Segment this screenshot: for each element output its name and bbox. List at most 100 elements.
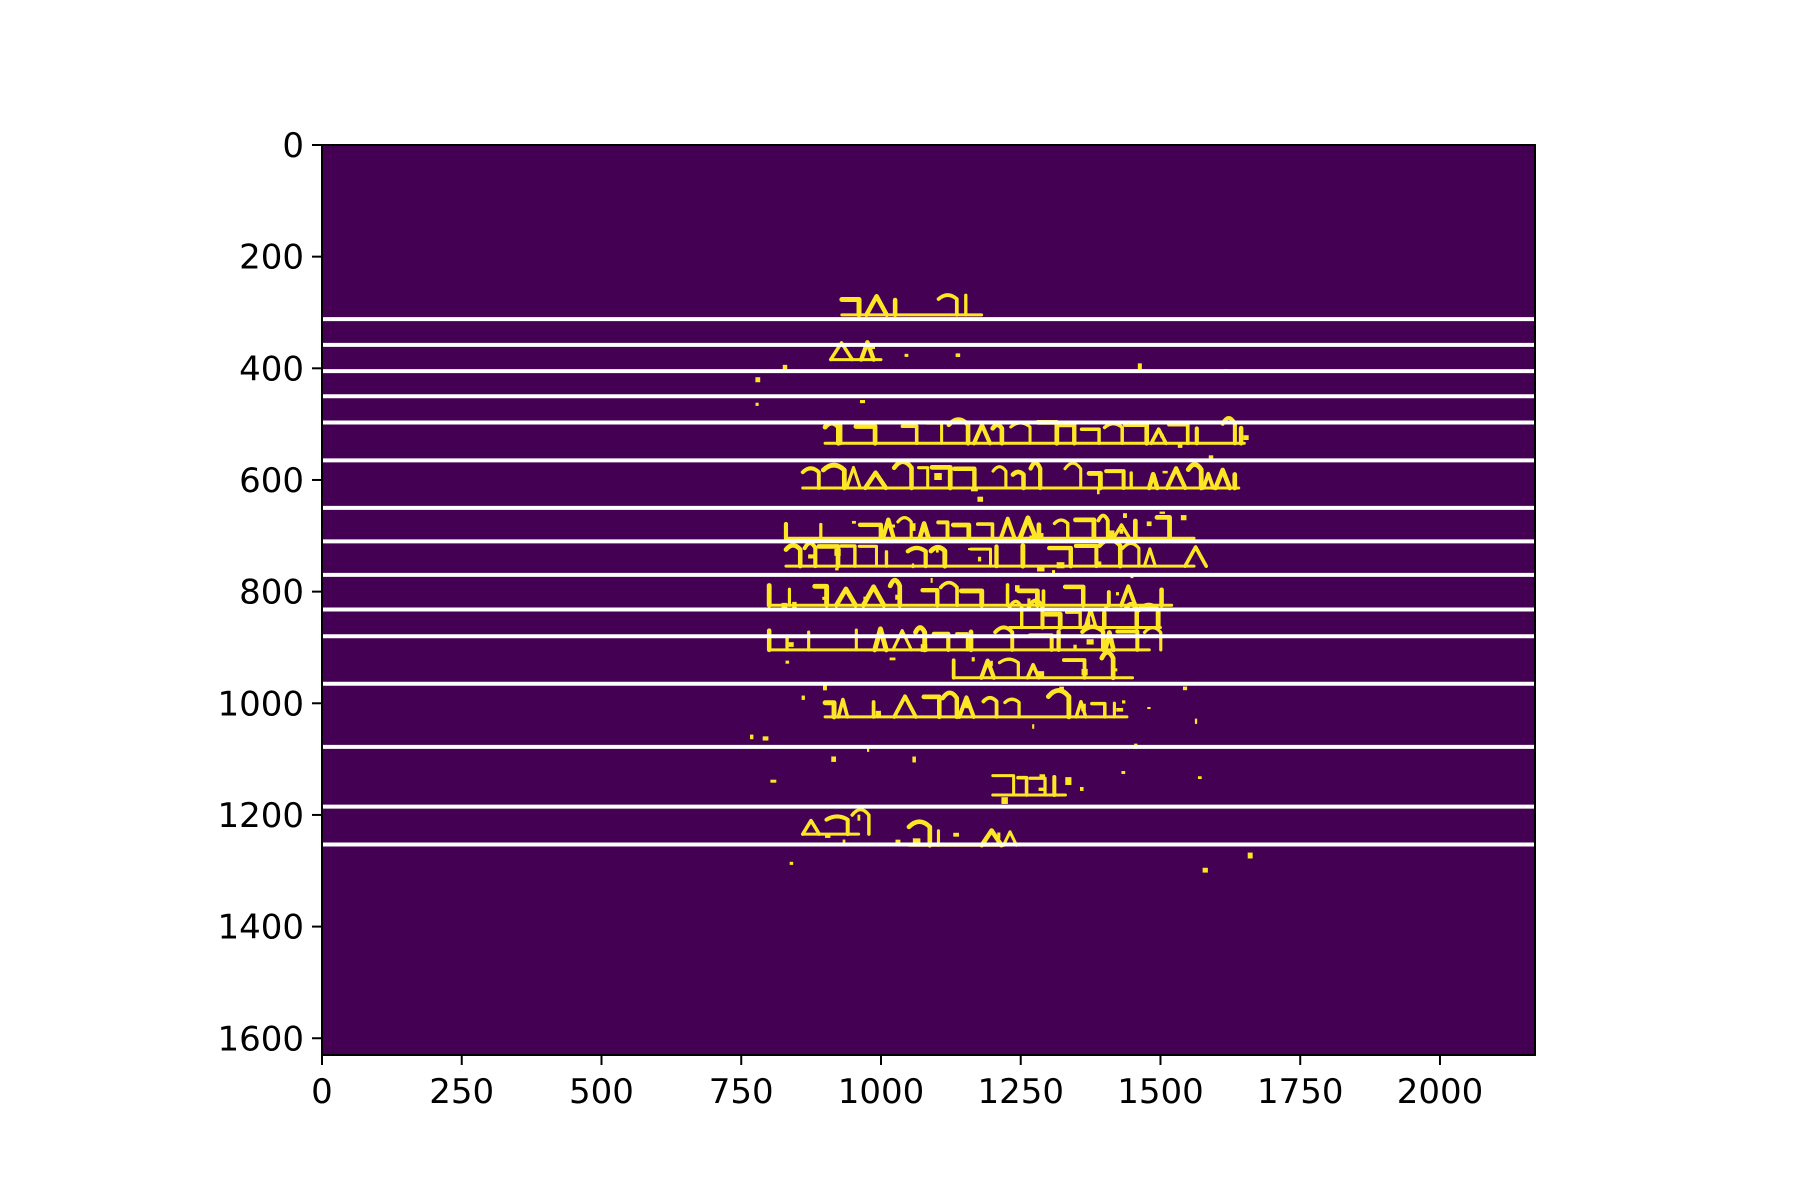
- ink-speck: [1177, 444, 1183, 448]
- ink-glyph: [1096, 513, 1110, 541]
- ink-speck: [834, 548, 841, 556]
- ink-glyph: [1102, 630, 1116, 653]
- x-tick-label: 0: [311, 1072, 333, 1112]
- ink-glyph: [1080, 624, 1106, 653]
- ink-glyph: [940, 690, 960, 720]
- ink-speck: [1197, 776, 1202, 780]
- ink-speck: [1096, 561, 1102, 567]
- ink-glyph: [955, 632, 969, 652]
- ink-glyph: [1099, 649, 1116, 681]
- ink-speck: [831, 756, 837, 762]
- ink-speck: [782, 364, 788, 370]
- y-tick-label: 1200: [217, 796, 304, 836]
- ink-speck: [990, 660, 993, 667]
- ink-glyph: [991, 774, 1016, 797]
- ink-glyph: [1167, 422, 1190, 446]
- ink-glyph: [1062, 584, 1086, 608]
- ink-speck: [930, 577, 933, 583]
- ink-speck: [977, 556, 982, 562]
- x-tick-label: 2000: [1397, 1072, 1484, 1112]
- ink-speck: [792, 601, 797, 609]
- ink-speck: [1202, 867, 1208, 873]
- ink-glyph: [820, 462, 847, 491]
- ink-speck: [1039, 774, 1046, 780]
- ink-speck: [1107, 530, 1115, 538]
- ink-glyph: [913, 625, 928, 653]
- ink-glyph: [1111, 523, 1132, 540]
- ink-glyph: [952, 466, 977, 491]
- axes-frame: [321, 144, 1536, 1056]
- ink-glyph: [1052, 518, 1070, 540]
- ink-glyph: [850, 807, 871, 836]
- ink-glyph: [921, 694, 942, 720]
- ink-glyph: [1154, 515, 1172, 541]
- ink-glyph: [822, 700, 837, 720]
- ink-glyph: [845, 465, 862, 490]
- ink-glyph: [896, 516, 913, 540]
- ink-glyph: [824, 814, 850, 837]
- ink-glyph: [979, 658, 997, 680]
- ink-glyph: [1003, 697, 1021, 719]
- ink-speck: [1194, 718, 1198, 724]
- ink-speck: [1059, 686, 1064, 691]
- ink-speck: [1015, 585, 1020, 592]
- ink-glyph: [1185, 462, 1204, 491]
- ink-glyph: [991, 465, 1008, 490]
- ink-speck: [1079, 787, 1084, 791]
- ink-glyph: [950, 522, 972, 541]
- ink-speck: [859, 400, 866, 404]
- ink-glyph: [1086, 470, 1103, 491]
- ink-speck: [1115, 592, 1120, 596]
- ink-speck: [968, 548, 973, 551]
- ink-speck: [1160, 433, 1164, 438]
- ink-glyph: [1164, 466, 1188, 491]
- ink-glyph: [1122, 422, 1150, 446]
- ink-glyph: [887, 577, 903, 608]
- ink-glyph: [1064, 610, 1082, 630]
- ink-glyph: [993, 625, 1015, 652]
- ink-glyph: [1047, 545, 1073, 569]
- ink-glyph: [929, 464, 953, 491]
- ink-speck: [851, 520, 856, 524]
- ink-glyph: [931, 631, 951, 652]
- ink-glyph: [1213, 467, 1233, 491]
- ink-glyph: [857, 522, 884, 541]
- ink-speck: [1146, 521, 1152, 527]
- ink-glyph: [1073, 543, 1099, 569]
- ink-speck: [867, 747, 870, 752]
- ink-speck: [1029, 535, 1034, 541]
- ink-glyph: [1115, 629, 1140, 652]
- ink-glyph: [892, 694, 918, 719]
- ink-glyph: [936, 520, 950, 541]
- ink-glyph: [1201, 471, 1216, 490]
- ink-text-row: [766, 624, 1163, 653]
- ink-speck: [1065, 777, 1072, 785]
- ink-speck: [1038, 787, 1045, 791]
- y-tick-label: 1400: [217, 908, 304, 948]
- ink-speck: [1086, 639, 1094, 645]
- ink-speck: [911, 563, 915, 569]
- ink-glyph: [906, 819, 933, 848]
- ink-speck: [770, 779, 777, 783]
- ink-speck: [801, 695, 805, 700]
- ink-glyph: [1121, 541, 1141, 568]
- ink-speck: [904, 353, 909, 357]
- ink-speck: [755, 377, 761, 383]
- ink-speck: [822, 596, 827, 600]
- ink-glyph: [863, 470, 889, 491]
- ink-glyph: [853, 424, 878, 446]
- ink-glyph: [981, 695, 999, 719]
- ink-glyph: [917, 521, 931, 541]
- ink-speck: [1162, 470, 1168, 474]
- ink-glyph: [905, 545, 928, 569]
- y-tick-label: 800: [239, 573, 304, 613]
- ink-speck: [808, 554, 816, 559]
- ink-glyph: [900, 424, 919, 446]
- ink-glyph: [872, 626, 889, 653]
- ink-glyph: [971, 422, 993, 446]
- ink-glyph: [1002, 830, 1019, 847]
- ink-speck: [1119, 528, 1124, 534]
- ink-speck: [1147, 707, 1151, 710]
- ink-speck: [895, 839, 901, 844]
